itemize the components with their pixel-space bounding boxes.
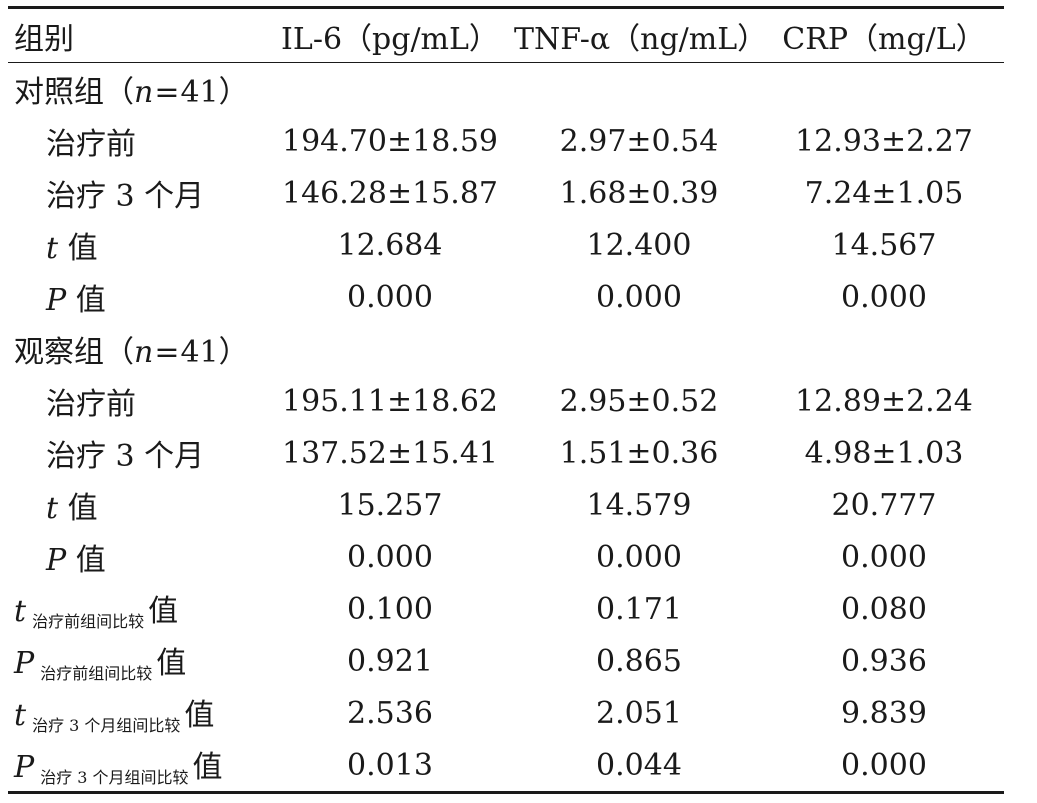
table-row: 治疗前 195.11±18.62 2.95±0.52 12.89±2.24 xyxy=(8,375,1004,427)
cell-tnf: 2.97±0.54 xyxy=(559,123,719,159)
control-group-row: 对照组（n=41） xyxy=(8,63,1004,116)
cell-tnf: 0.044 xyxy=(596,747,682,783)
cell-crp: 7.24±1.05 xyxy=(804,175,964,211)
observation-group-row: 观察组（n=41） xyxy=(8,323,1004,375)
stat-symbol: t xyxy=(14,594,27,629)
header-group: 组别 xyxy=(8,7,266,63)
cell-crp: 20.777 xyxy=(831,487,937,523)
header-il6: IL-6（pg/mL） xyxy=(266,7,514,63)
cell-il6: 194.70±18.59 xyxy=(282,123,498,159)
table-row: P 治疗前组间比较值 0.921 0.865 0.936 xyxy=(8,635,1004,687)
cell-tnf: 1.51±0.36 xyxy=(559,435,719,471)
table-row: 治疗 3 个月 137.52±15.41 1.51±0.36 4.98±1.03 xyxy=(8,427,1004,479)
stat-symbol: t xyxy=(46,231,59,266)
header-row: 组别 IL-6（pg/mL） TNF-α（ng/mL） CRP（mg/L） xyxy=(8,7,1004,63)
control-n-symbol: n xyxy=(134,75,154,110)
cell-il6: 195.11±18.62 xyxy=(282,383,498,419)
cell-il6: 0.000 xyxy=(347,279,433,315)
control-n-value: 41 xyxy=(180,75,219,110)
table-row: P 值 0.000 0.000 0.000 xyxy=(8,271,1004,323)
cell-crp: 12.93±2.27 xyxy=(795,123,973,159)
table-body: 对照组（n=41） 治疗前 194.70±18.59 2.97±0.54 12.… xyxy=(8,63,1004,793)
row-label: 治疗 3 个月 xyxy=(46,179,205,214)
stat-subscript: 治疗前组间比较 xyxy=(40,664,153,683)
cell-tnf: 0.865 xyxy=(596,643,682,679)
cell-il6: 0.921 xyxy=(347,643,433,679)
cell-tnf: 12.400 xyxy=(586,227,692,263)
row-label: t 值 xyxy=(8,479,266,531)
stat-label: 值 xyxy=(156,646,187,681)
stat-symbol: t xyxy=(14,698,27,733)
table-row: t 治疗 3 个月组间比较值 2.536 2.051 9.839 xyxy=(8,687,1004,739)
cell-tnf: 0.171 xyxy=(596,591,682,627)
cell-crp: 4.98±1.03 xyxy=(804,435,964,471)
cell-il6: 146.28±15.87 xyxy=(282,175,498,211)
row-label: 治疗前 xyxy=(46,127,136,162)
row-label: 治疗 3 个月 xyxy=(46,439,205,474)
cell-crp: 12.89±2.24 xyxy=(795,383,973,419)
control-group-label: 对照组（n=41） xyxy=(14,75,249,110)
table-row: 治疗 3 个月 146.28±15.87 1.68±0.39 7.24±1.05 xyxy=(8,167,1004,219)
stat-symbol: P xyxy=(46,543,67,578)
cell-tnf: 2.95±0.52 xyxy=(559,383,719,419)
stat-label: 值 xyxy=(75,543,106,578)
stat-symbol: P xyxy=(14,750,35,785)
cell-il6: 0.100 xyxy=(347,591,433,627)
cell-il6: 0.013 xyxy=(347,747,433,783)
cell-crp: 14.567 xyxy=(831,227,937,263)
table-row: t 值 15.257 14.579 20.777 xyxy=(8,479,1004,531)
cell-tnf: 0.000 xyxy=(596,539,682,575)
table-row: t 值 12.684 12.400 14.567 xyxy=(8,219,1004,271)
cell-tnf: 14.579 xyxy=(586,487,692,523)
row-label: P 值 xyxy=(8,271,266,323)
stat-symbol: P xyxy=(14,646,35,681)
cell-crp: 9.839 xyxy=(841,695,927,731)
observation-n-symbol: n xyxy=(134,335,154,370)
cell-crp: 0.080 xyxy=(841,591,927,627)
control-group-name: 对照组 xyxy=(14,75,104,110)
row-label: P 治疗前组间比较值 xyxy=(8,635,266,687)
observation-n-value: 41 xyxy=(180,335,219,370)
table-row: P 治疗 3 个月组间比较值 0.013 0.044 0.000 xyxy=(8,739,1004,793)
row-label: P 值 xyxy=(8,531,266,583)
results-table: 组别 IL-6（pg/mL） TNF-α（ng/mL） CRP（mg/L） 对照… xyxy=(8,6,1004,794)
stat-symbol: P xyxy=(46,283,67,318)
observation-group-label: 观察组（n=41） xyxy=(14,335,249,370)
row-label: 治疗前 xyxy=(46,387,136,422)
stat-label: 值 xyxy=(67,491,98,526)
stat-label: 值 xyxy=(67,231,98,266)
cell-il6: 2.536 xyxy=(347,695,433,731)
cell-crp: 0.000 xyxy=(841,539,927,575)
cell-tnf: 0.000 xyxy=(596,279,682,315)
stat-subscript: 治疗 3 个月组间比较 xyxy=(40,768,189,787)
stat-label: 值 xyxy=(184,698,215,733)
cell-il6: 12.684 xyxy=(337,227,443,263)
cell-il6: 137.52±15.41 xyxy=(282,435,498,471)
stat-label: 值 xyxy=(192,750,223,785)
header-tnf: TNF-α（ng/mL） xyxy=(514,7,767,63)
cell-crp: 0.000 xyxy=(841,747,927,783)
stat-label: 值 xyxy=(148,594,179,629)
cell-il6: 0.000 xyxy=(347,539,433,575)
observation-group-name: 观察组 xyxy=(14,335,104,370)
cell-tnf: 2.051 xyxy=(596,695,682,731)
cell-il6: 15.257 xyxy=(337,487,443,523)
row-label: t 治疗 3 个月组间比较值 xyxy=(8,687,266,739)
row-label: P 治疗 3 个月组间比较值 xyxy=(8,739,266,793)
table-row: 治疗前 194.70±18.59 2.97±0.54 12.93±2.27 xyxy=(8,115,1004,167)
stat-label: 值 xyxy=(75,283,106,318)
row-label: t 值 xyxy=(8,219,266,271)
table-row: P 值 0.000 0.000 0.000 xyxy=(8,531,1004,583)
header-crp: CRP（mg/L） xyxy=(764,7,1004,63)
table-row: t 治疗前组间比较值 0.100 0.171 0.080 xyxy=(8,583,1004,635)
cell-crp: 0.000 xyxy=(841,279,927,315)
cell-crp: 0.936 xyxy=(841,643,927,679)
stat-symbol: t xyxy=(46,491,59,526)
stat-subscript: 治疗前组间比较 xyxy=(32,612,145,631)
table-header: 组别 IL-6（pg/mL） TNF-α（ng/mL） CRP（mg/L） xyxy=(8,7,1004,63)
cell-tnf: 1.68±0.39 xyxy=(559,175,719,211)
row-label: t 治疗前组间比较值 xyxy=(8,583,266,635)
stat-subscript: 治疗 3 个月组间比较 xyxy=(32,716,181,735)
